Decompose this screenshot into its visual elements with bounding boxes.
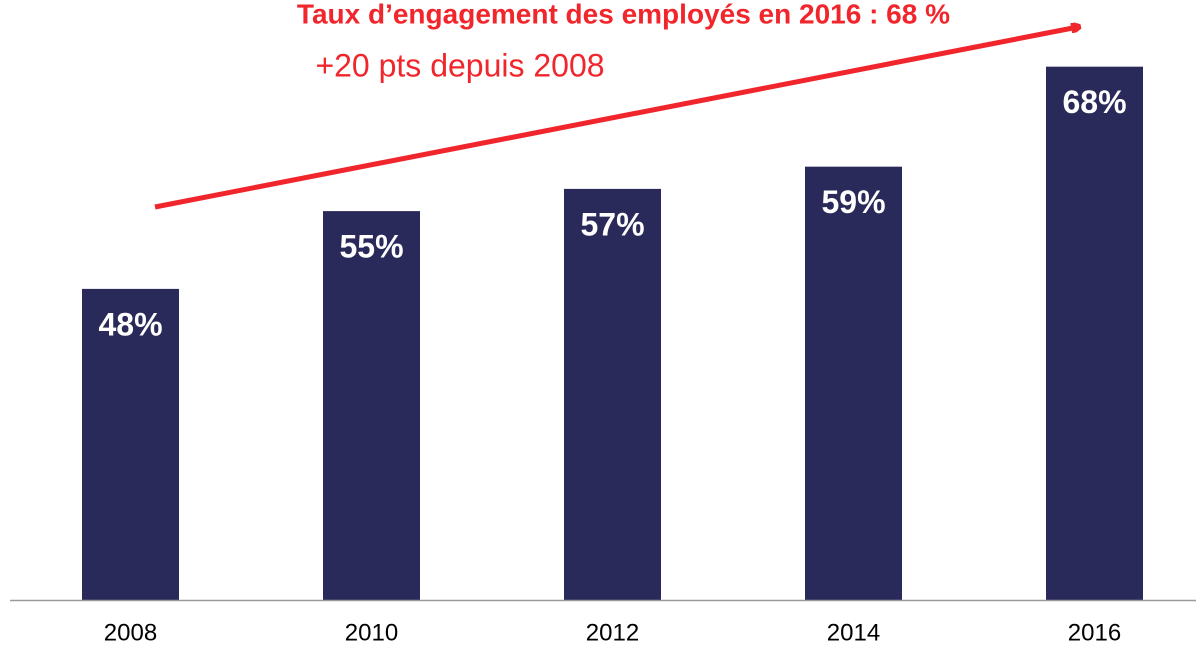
- x-tick-label: 2010: [345, 619, 398, 646]
- bar: [82, 288, 179, 600]
- value-label: 55%: [339, 229, 403, 265]
- x-tick-label: 2016: [1068, 619, 1121, 646]
- value-label: 68%: [1062, 84, 1126, 120]
- bar: [805, 166, 902, 600]
- value-label: 48%: [98, 306, 162, 342]
- trend-arrow: [154, 27, 1078, 210]
- x-tick-label: 2008: [104, 619, 157, 646]
- value-label: 59%: [821, 184, 885, 220]
- x-tick-label: 2014: [827, 619, 880, 646]
- chart-subtitle: +20 pts depuis 2008: [315, 47, 604, 83]
- bar: [1046, 66, 1143, 600]
- bar: [564, 188, 661, 600]
- bar: [323, 211, 420, 600]
- x-tick-label: 2012: [586, 619, 639, 646]
- value-label: 57%: [580, 206, 644, 242]
- chart-title: Taux d’engagement des employés en 2016 :…: [297, 0, 950, 29]
